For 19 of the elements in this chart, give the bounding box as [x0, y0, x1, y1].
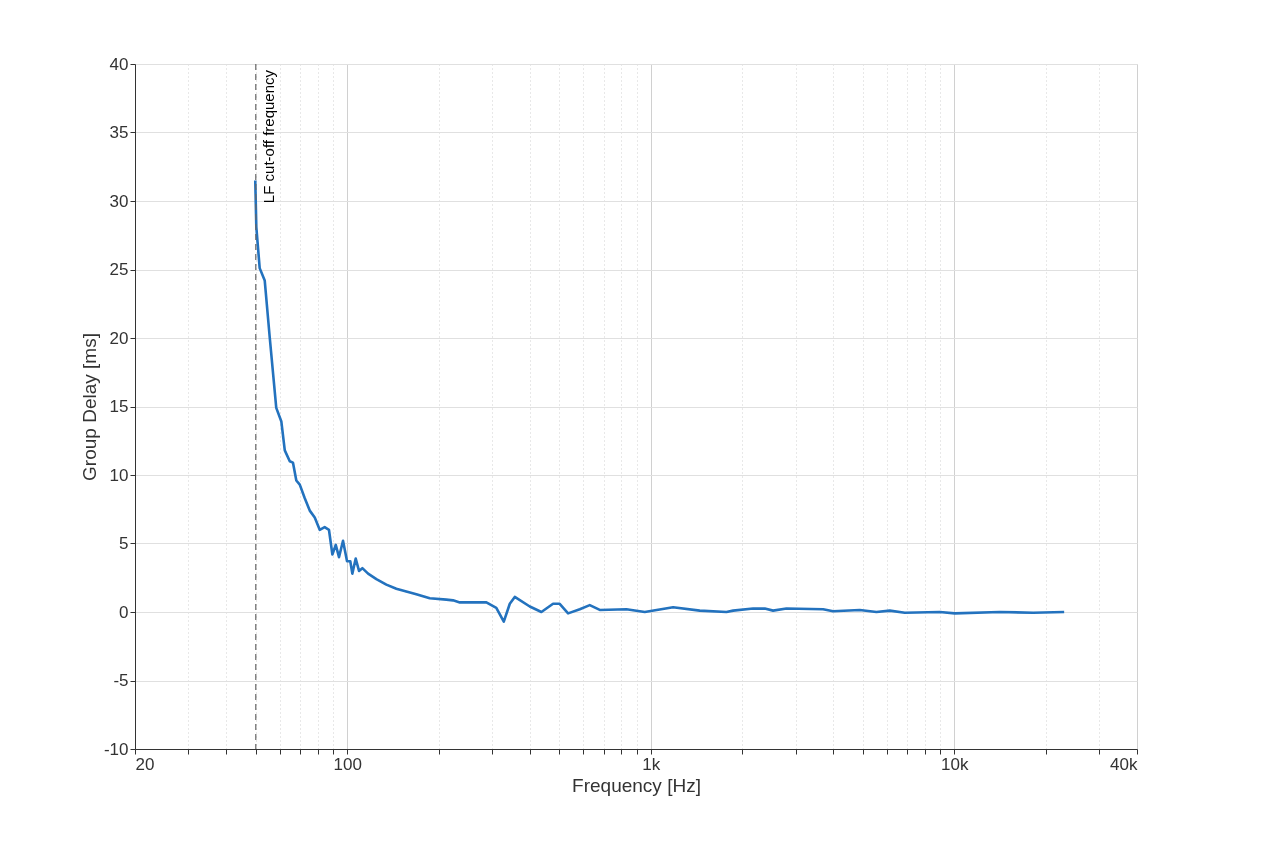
x-tick-label: 40k [1110, 754, 1138, 774]
y-tick-label: 30 [109, 191, 129, 211]
x-tick-label: 100 [333, 754, 362, 774]
y-tick-label: 0 [119, 602, 129, 622]
y-tick-label: -10 [103, 739, 129, 759]
y-tick-label: 25 [109, 260, 129, 279]
x-axis-title: Frequency [Hz] [572, 774, 701, 796]
y-tick-label: 20 [109, 328, 129, 348]
y-tick-label: -5 [113, 671, 129, 690]
x-tick-label: 1k [642, 754, 661, 774]
y-tick-label: 35 [109, 123, 129, 142]
y-tick-label: 40 [109, 54, 129, 74]
y-axis-title: Group Delay [ms] [78, 333, 100, 481]
x-tick-label: 10k [941, 754, 969, 774]
x-tick-label: 20 [135, 754, 155, 774]
ref-line-label: LF cut-off frequency [259, 69, 277, 204]
y-tick-label: 10 [109, 465, 129, 485]
y-tick-label: 5 [119, 534, 129, 553]
y-tick-label: 15 [109, 397, 129, 416]
